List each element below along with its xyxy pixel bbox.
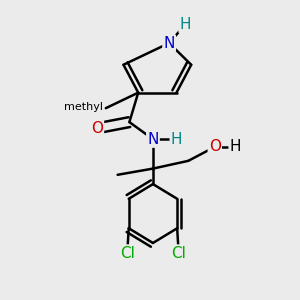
Text: H: H (180, 17, 191, 32)
Text: N: N (164, 36, 175, 51)
Text: Cl: Cl (171, 246, 186, 261)
Text: N: N (147, 132, 159, 147)
Text: Cl: Cl (120, 246, 135, 261)
Text: H: H (171, 132, 182, 147)
Text: O: O (209, 140, 221, 154)
Text: O: O (91, 121, 103, 136)
Text: methyl: methyl (64, 102, 103, 112)
Text: H: H (230, 140, 241, 154)
